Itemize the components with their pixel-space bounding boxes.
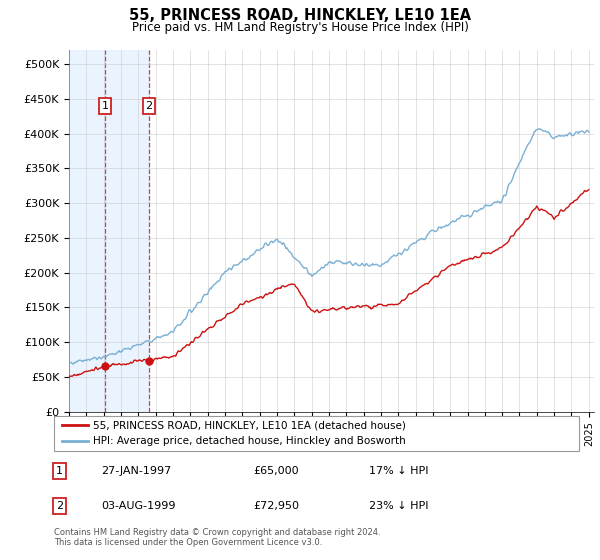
Text: 2: 2 — [56, 501, 63, 511]
Bar — [105, 50, 149, 412]
Text: 27-JAN-1997: 27-JAN-1997 — [101, 466, 172, 476]
Text: 1: 1 — [101, 101, 109, 111]
Text: £65,000: £65,000 — [254, 466, 299, 476]
Text: 55, PRINCESS ROAD, HINCKLEY, LE10 1EA: 55, PRINCESS ROAD, HINCKLEY, LE10 1EA — [129, 8, 471, 24]
Text: 2: 2 — [145, 101, 152, 111]
Text: 17% ↓ HPI: 17% ↓ HPI — [369, 466, 428, 476]
Text: £72,950: £72,950 — [254, 501, 299, 511]
Text: HPI: Average price, detached house, Hinckley and Bosworth: HPI: Average price, detached house, Hinc… — [94, 436, 406, 446]
Text: Contains HM Land Registry data © Crown copyright and database right 2024.
This d: Contains HM Land Registry data © Crown c… — [54, 528, 380, 547]
Text: Price paid vs. HM Land Registry's House Price Index (HPI): Price paid vs. HM Land Registry's House … — [131, 21, 469, 34]
Text: 55, PRINCESS ROAD, HINCKLEY, LE10 1EA (detached house): 55, PRINCESS ROAD, HINCKLEY, LE10 1EA (d… — [94, 420, 406, 430]
Text: 23% ↓ HPI: 23% ↓ HPI — [369, 501, 428, 511]
Text: 03-AUG-1999: 03-AUG-1999 — [101, 501, 176, 511]
Bar — [69, 50, 105, 412]
FancyBboxPatch shape — [54, 416, 579, 451]
Text: 1: 1 — [56, 466, 63, 476]
